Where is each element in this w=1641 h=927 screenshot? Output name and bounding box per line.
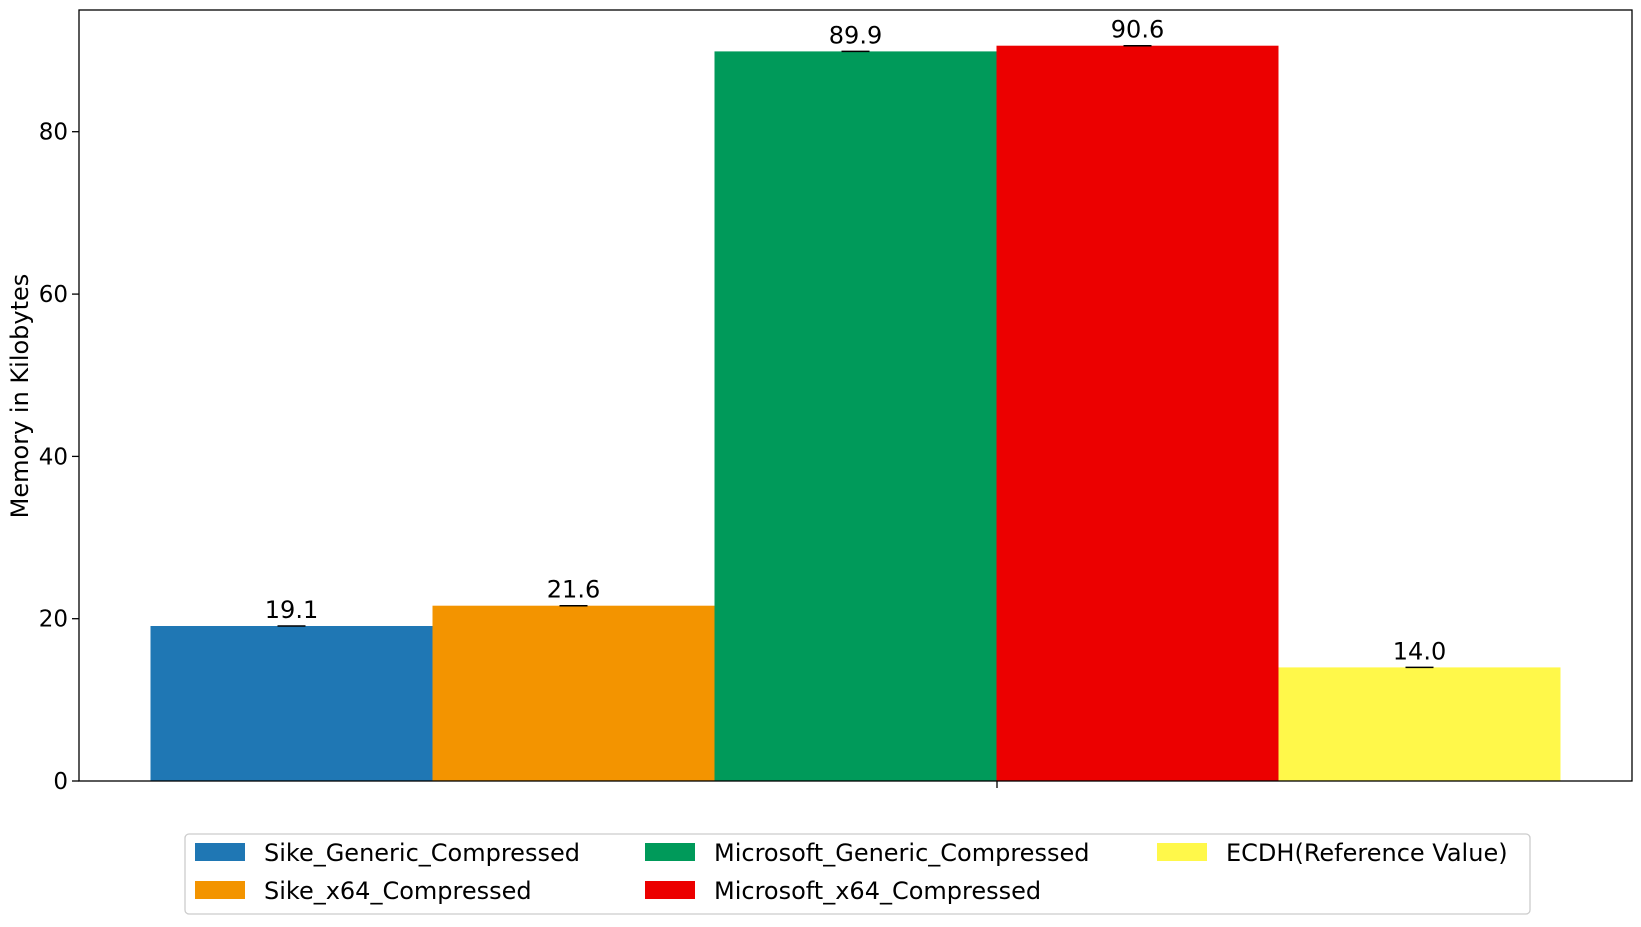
bar	[150, 626, 433, 781]
data-labels-layer: 19.1 21.6 89.9 90.6 14.0	[265, 16, 1446, 666]
y-tick-label: 0	[53, 769, 68, 795]
legend: Sike_Generic_Compressed Sike_x64_Compress…	[184, 833, 1531, 915]
legend-swatch	[195, 843, 245, 861]
legend-entry-label: Microsoft_x64_Compressed	[714, 877, 1041, 905]
legend-swatch	[195, 881, 245, 899]
data-label: 21.6	[547, 576, 600, 604]
bar	[714, 51, 997, 781]
data-label: 90.6	[1111, 16, 1164, 44]
bar	[996, 45, 1279, 781]
data-label: 89.9	[829, 21, 882, 49]
data-label: 19.1	[265, 596, 318, 624]
y-tick-label: 80	[39, 120, 68, 146]
error-bars-layer	[277, 44, 1434, 669]
legend-entry-label: ECDH(Reference Value)	[1226, 839, 1508, 867]
legend-swatch	[645, 881, 695, 899]
y-tick-label: 60	[39, 282, 68, 308]
y-tick-label: 40	[39, 444, 68, 470]
legend-entry-label: Sike_Generic_Compressed	[264, 839, 580, 867]
data-label: 14.0	[1393, 637, 1446, 665]
y-axis: 0 20 40 60 80	[39, 120, 79, 795]
bar	[1278, 667, 1561, 781]
legend-swatch	[645, 843, 695, 861]
plot-area-frame	[78, 9, 1633, 782]
y-axis-label: Memory in Kilobytes	[6, 274, 34, 519]
y-tick-label: 20	[39, 607, 68, 633]
legend-swatch	[1157, 843, 1207, 861]
bars-layer	[150, 45, 1561, 781]
legend-entry-label: Sike_x64_Compressed	[264, 877, 532, 905]
legend-entry-label: Microsoft_Generic_Compressed	[714, 839, 1089, 867]
bar	[432, 605, 715, 781]
